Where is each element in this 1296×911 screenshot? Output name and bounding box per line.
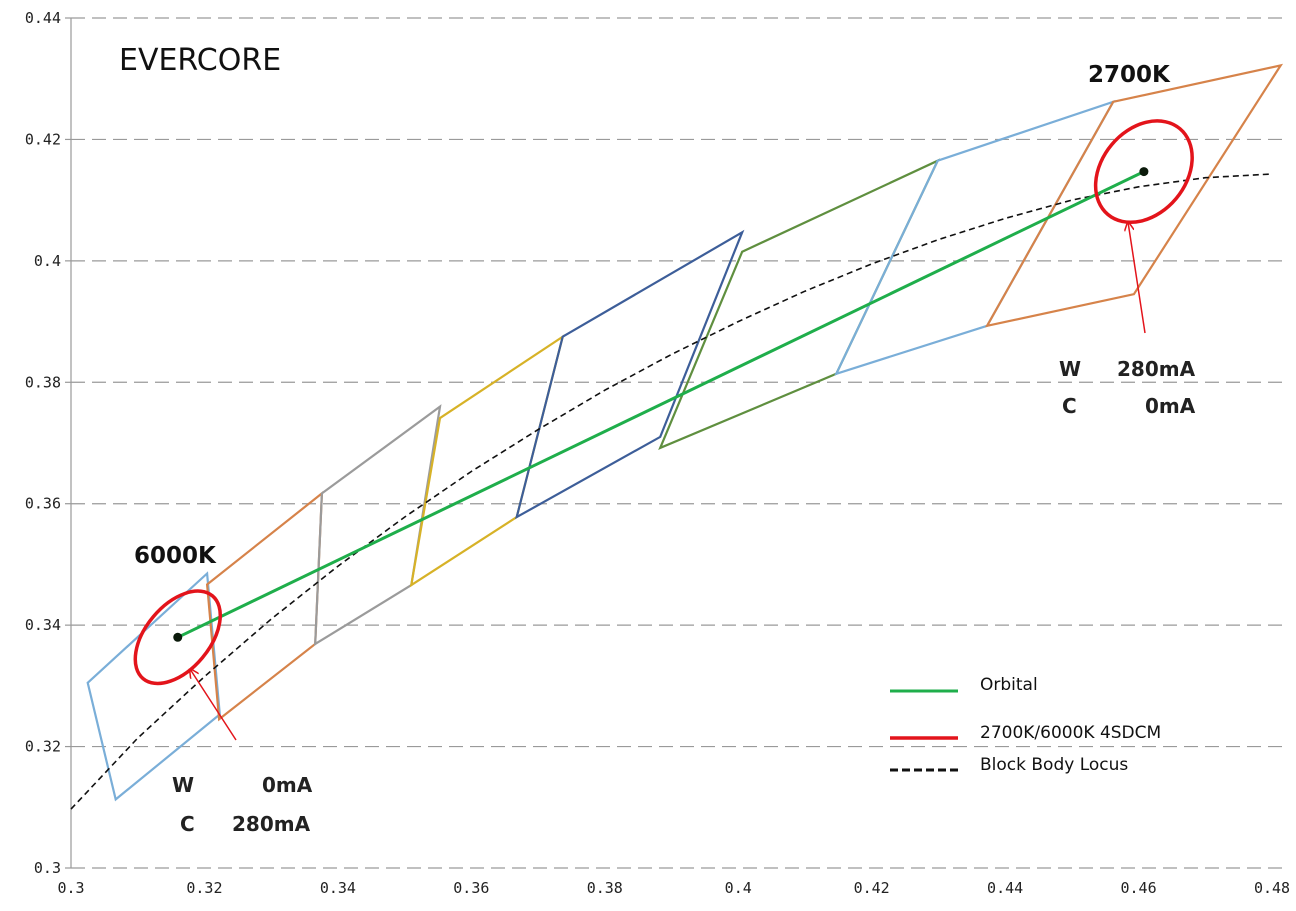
x-tick-label: 0.3 bbox=[57, 879, 84, 897]
legend-label-ellipse: 2700K/6000K 4SDCM bbox=[980, 723, 1161, 743]
legend-label-locus: Block Body Locus bbox=[980, 755, 1128, 775]
x-tick-label: 0.44 bbox=[987, 879, 1023, 897]
x-tick-label: 0.4 bbox=[725, 879, 752, 897]
y-tick-label: 0.34 bbox=[25, 616, 61, 634]
y-tick-label: 0.3 bbox=[34, 859, 61, 877]
sdcm-ellipse bbox=[133, 589, 223, 686]
left-w-value: 0mA bbox=[262, 773, 313, 797]
legend-label-orbital: Orbital bbox=[980, 675, 1038, 695]
sdcm-ellipses bbox=[133, 119, 1194, 686]
y-tick-label: 0.44 bbox=[25, 9, 61, 27]
color-bin-quad bbox=[984, 63, 1284, 328]
endpoint-markers bbox=[173, 167, 1149, 642]
orbital-series-line bbox=[177, 170, 1145, 639]
annotation-arrow-left bbox=[190, 669, 237, 741]
y-tick-label: 0.36 bbox=[25, 495, 61, 513]
color-bin-quad bbox=[658, 158, 941, 450]
right-c-value: 0mA bbox=[1145, 394, 1196, 418]
black-body-locus-line bbox=[70, 173, 1273, 810]
color-bin-quad bbox=[205, 491, 324, 722]
x-tick-label: 0.34 bbox=[320, 879, 356, 897]
left-c-label: C bbox=[180, 812, 195, 836]
y-tick-label: 0.4 bbox=[34, 252, 61, 270]
y-tick-label: 0.32 bbox=[25, 738, 61, 756]
left-w-label: W bbox=[172, 773, 194, 797]
right-c-label: C bbox=[1062, 394, 1077, 418]
y-tick-label: 0.42 bbox=[25, 130, 61, 148]
y-tick-label: 0.38 bbox=[25, 373, 61, 391]
color-bin-quad bbox=[515, 229, 745, 520]
x-tick-label: 0.48 bbox=[1254, 879, 1290, 897]
endpoint-dot bbox=[1139, 167, 1149, 177]
x-tick-label: 0.38 bbox=[587, 879, 623, 897]
color-bins bbox=[86, 63, 1284, 802]
right-w-label: W bbox=[1059, 357, 1081, 381]
legend: Orbital 2700K/6000K 4SDCM Block Body Loc… bbox=[890, 675, 1161, 775]
color-bin-quad bbox=[834, 99, 1116, 376]
cct-label-2700k: 2700K bbox=[1088, 62, 1171, 88]
x-tick-label: 0.32 bbox=[186, 879, 222, 897]
x-tick-labels: 0.3 0.32 0.34 0.36 0.38 0.4 0.42 0.44 0.46 0.48 bbox=[57, 879, 1290, 897]
endpoint-dot bbox=[173, 632, 183, 642]
annotation-arrow-right bbox=[1128, 222, 1146, 334]
right-w-value: 280mA bbox=[1117, 357, 1196, 381]
chart-title: EVERCORE bbox=[119, 43, 281, 78]
x-tick-label: 0.46 bbox=[1120, 879, 1156, 897]
cct-label-6000k: 6000K bbox=[134, 543, 217, 569]
y-tick-labels: 0.3 0.32 0.34 0.36 0.38 0.4 0.42 0.44 bbox=[25, 9, 61, 877]
color-bin-quad bbox=[86, 571, 221, 802]
left-c-value: 280mA bbox=[232, 812, 311, 836]
x-tick-label: 0.36 bbox=[453, 879, 489, 897]
x-tick-label: 0.42 bbox=[854, 879, 890, 897]
sdcm-ellipse bbox=[1093, 119, 1194, 225]
gridlines bbox=[65, 17, 1282, 869]
